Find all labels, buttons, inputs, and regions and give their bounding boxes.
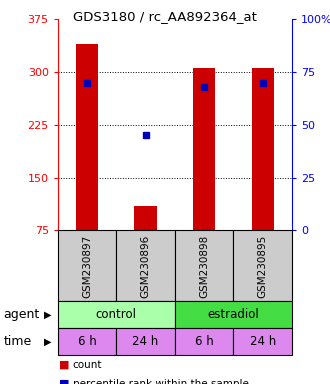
Text: 24 h: 24 h: [249, 335, 276, 348]
Text: GSM230897: GSM230897: [82, 234, 92, 298]
Bar: [135, 206, 157, 230]
Bar: [76, 44, 98, 230]
Text: ■: ■: [59, 379, 70, 384]
Text: count: count: [73, 360, 102, 370]
Text: percentile rank within the sample: percentile rank within the sample: [73, 379, 248, 384]
Text: GSM230898: GSM230898: [199, 234, 209, 298]
Text: 24 h: 24 h: [132, 335, 159, 348]
Text: ▶: ▶: [44, 337, 52, 347]
Text: GSM230896: GSM230896: [141, 234, 150, 298]
Bar: [193, 68, 215, 230]
Text: time: time: [3, 335, 32, 348]
Text: GDS3180 / rc_AA892364_at: GDS3180 / rc_AA892364_at: [73, 10, 257, 23]
Text: agent: agent: [3, 308, 40, 321]
Text: control: control: [96, 308, 137, 321]
Text: 6 h: 6 h: [78, 335, 96, 348]
Text: GSM230895: GSM230895: [258, 234, 268, 298]
Text: estradiol: estradiol: [208, 308, 259, 321]
Text: ▶: ▶: [44, 310, 52, 320]
Text: 6 h: 6 h: [195, 335, 214, 348]
Bar: [252, 68, 274, 230]
Text: ■: ■: [59, 360, 70, 370]
